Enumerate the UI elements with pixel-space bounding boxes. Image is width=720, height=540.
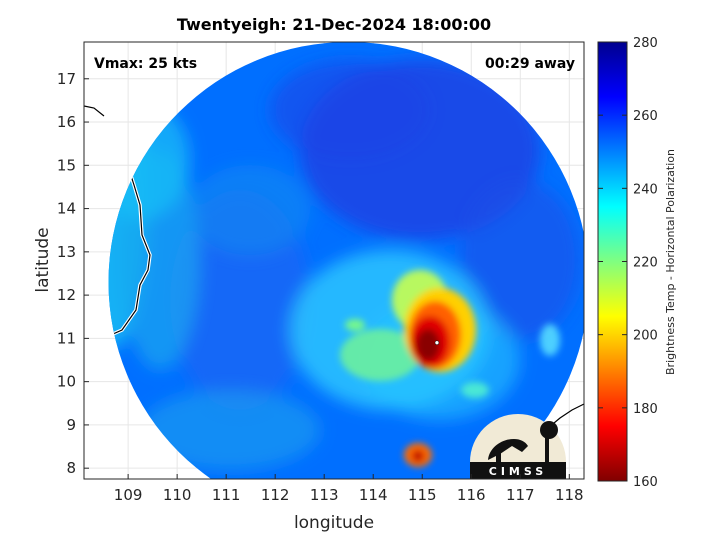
- y-axis-ticks: 8 9 10 11 12 13 14 15 16 17: [57, 70, 89, 477]
- coastline-north: [84, 105, 105, 117]
- colorbar-tick-label: 280: [633, 36, 658, 51]
- cimss-logo-text: CIMSS: [489, 465, 547, 478]
- x-tick-label: 118: [555, 486, 584, 504]
- colorbar-tick-label: 220: [633, 256, 658, 271]
- x-tick-label: 112: [261, 486, 290, 504]
- vmax-label: Vmax: 25 kts: [94, 56, 197, 72]
- y-tick-label: 16: [57, 113, 76, 131]
- y-tick-label: 17: [57, 70, 76, 88]
- y-tick-label: 15: [57, 156, 76, 174]
- cimss-logo: CIMSS: [470, 414, 566, 479]
- convection: [340, 270, 560, 467]
- axes-frame: [83, 41, 585, 480]
- x-tick-label: 111: [212, 486, 241, 504]
- y-tick-label: 14: [57, 200, 76, 218]
- x-tick-label: 109: [114, 486, 143, 504]
- y-tick-label: 12: [57, 286, 76, 304]
- chart-title: Twentyeigh: 21-Dec-2024 18:00:00: [177, 15, 491, 34]
- colorbar-tick-label: 180: [633, 402, 658, 417]
- y-tick-label: 8: [66, 459, 76, 477]
- x-tick-label: 110: [163, 486, 192, 504]
- x-axis-ticks: 109 110 111 112 113 114 115 116 117 118: [114, 474, 584, 504]
- colorbar-tick-label: 260: [633, 109, 658, 124]
- colorbar-tick-label: 200: [633, 329, 658, 344]
- swath-layer: [84, 42, 584, 479]
- colorbar-ticks: 160 180 200 220 240 260 280: [598, 36, 658, 490]
- colorbar-label: Brightness Temp - Horizontal Polarizatio…: [664, 149, 677, 375]
- x-tick-label: 115: [408, 486, 437, 504]
- x-axis-label: longitude: [294, 513, 374, 533]
- colorbar-tick-label: 240: [633, 182, 658, 197]
- colorbar-tick-label: 160: [633, 475, 658, 490]
- y-tick-label: 10: [57, 373, 76, 391]
- x-tick-label: 117: [506, 486, 535, 504]
- x-tick-label: 114: [359, 486, 388, 504]
- time-offset-label: 00:29 away: [485, 56, 575, 72]
- y-axis-label: latitude: [33, 227, 53, 292]
- storm-center-marker: [434, 340, 440, 345]
- y-tick-label: 11: [57, 329, 76, 347]
- x-tick-label: 116: [457, 486, 486, 504]
- y-tick-label: 9: [66, 416, 76, 434]
- x-tick-label: 113: [310, 486, 339, 504]
- y-tick-label: 13: [57, 243, 76, 261]
